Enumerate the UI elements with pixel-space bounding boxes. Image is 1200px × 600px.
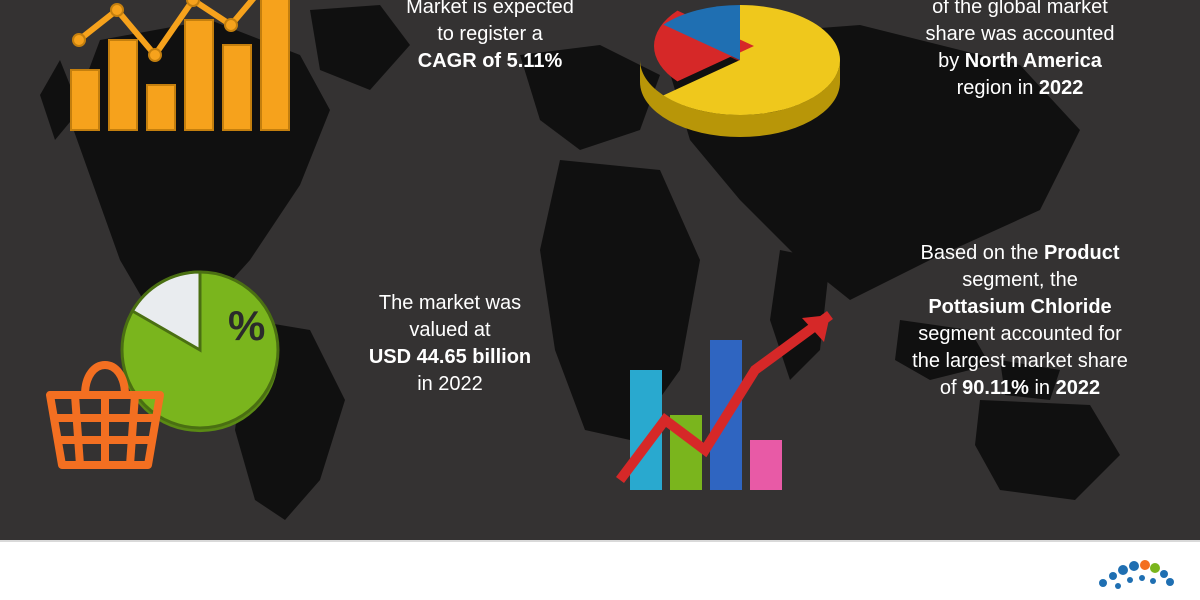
basket-pie-icon: % — [30, 260, 310, 480]
text-line: region in — [957, 77, 1039, 99]
valuation-text: The market was valued at USD 44.65 billi… — [320, 290, 580, 398]
bars-arrow-icon — [610, 300, 870, 500]
bar-line-chart-icon — [40, 0, 330, 140]
text-line: the largest market share — [912, 350, 1128, 372]
text-line: segment, the — [962, 269, 1078, 291]
text-bold: 2022 — [1056, 377, 1101, 399]
svg-text:%: % — [228, 302, 265, 349]
text-line: by — [938, 50, 965, 72]
text-line: share was accounted — [925, 23, 1114, 45]
text-line: segment accounted for — [918, 323, 1121, 345]
pie-3d-icon — [620, 0, 880, 140]
text-line: Market is expected — [406, 0, 574, 18]
cagr-text: Market is expected to register a CAGR of… — [360, 0, 620, 75]
text-line: valued at — [409, 319, 490, 341]
region-share-text: of the global market share was accounted… — [870, 0, 1170, 102]
text-bold: CAGR of 5.11% — [418, 50, 562, 72]
text-line: of — [940, 377, 962, 399]
text-line: in — [1029, 377, 1056, 399]
text-line: The market was — [379, 292, 521, 314]
text-bold: North America — [965, 50, 1102, 72]
footer-strip — [0, 540, 1200, 600]
text-bold: 2022 — [1039, 77, 1084, 99]
text-bold: 90.11% — [962, 377, 1029, 399]
text-bold: USD 44.65 billion — [369, 346, 531, 368]
infographic-panel: % Market is expected to register a CAGR … — [0, 0, 1200, 540]
text-bold: Product — [1044, 242, 1120, 264]
text-line: in 2022 — [417, 373, 483, 395]
text-line: of the global market — [932, 0, 1108, 18]
text-line: Based on the — [921, 242, 1044, 264]
text-line: to register a — [437, 23, 543, 45]
text-bold: Pottasium Chloride — [928, 296, 1111, 318]
product-segment-text: Based on the Product segment, the Pottas… — [860, 240, 1180, 402]
brand-logo-icon — [1088, 548, 1178, 598]
